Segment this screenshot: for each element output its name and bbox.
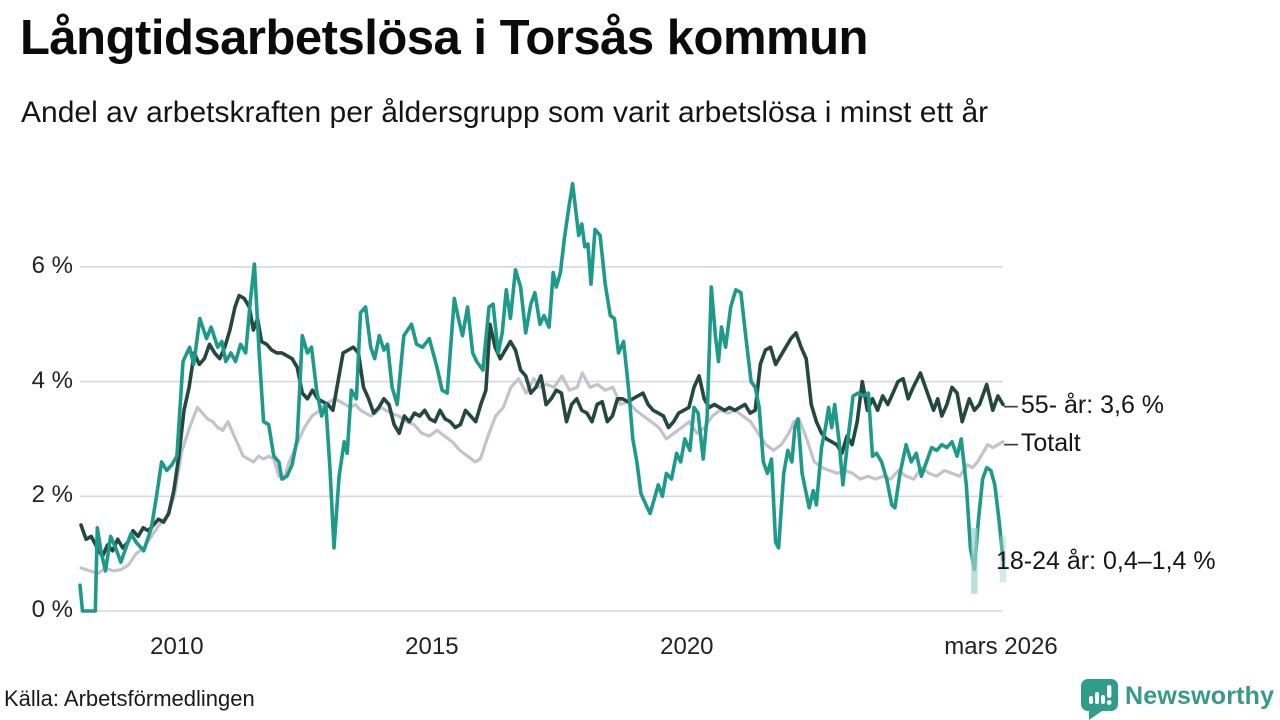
page-title: Långtidsarbetslösa i Torsås kommun (20, 11, 868, 65)
series-label-55-ar: –55- år: 3,6 % (1004, 392, 1164, 418)
line-18-24-ar (78, 181, 1005, 613)
series-label-totalt: – Totalt (1004, 430, 1081, 456)
y-axis-tick-label: 6 % (31, 251, 73, 279)
series-label-18-24-ar: 18-24 år: 0,4–1,4 % (996, 548, 1216, 574)
x-axis-tick-label: 2020 (660, 633, 714, 660)
series-label-55-ar-text: 55- år: 3,6 % (1020, 391, 1165, 419)
series-label-totalt-text: Totalt (1020, 429, 1081, 457)
label-connector-dash: – (1004, 391, 1018, 419)
y-axis-tick-label: 0 % (31, 596, 73, 623)
line-55-ar (79, 293, 1005, 559)
newsworthy-branding: Newsworthy (1080, 676, 1280, 720)
y-axis-tick-label: 4 % (31, 366, 73, 394)
newsworthy-logo-icon (1081, 679, 1118, 720)
y-axis-tick-label: 2 % (31, 481, 73, 509)
source-credit: Källa: Arbetsförmedlingen (4, 686, 255, 711)
uncertainty-band (999, 536, 1007, 583)
line-totalt (79, 371, 1005, 576)
uncertainty-band (971, 527, 978, 594)
x-axis-tick-label: 2015 (405, 633, 459, 660)
newsworthy-logo-text: Newsworthy (1125, 682, 1275, 710)
x-axis-tick-label: mars 2026 (944, 633, 1058, 660)
x-axis-tick-label: 2010 (150, 633, 204, 660)
series-label-18-24-ar-text: 18-24 år: 0,4–1,4 % (996, 547, 1216, 575)
chart-subtitle: Andel av arbetskraften per åldersgrupp s… (21, 96, 989, 129)
label-connector-dash: – (1004, 429, 1018, 457)
